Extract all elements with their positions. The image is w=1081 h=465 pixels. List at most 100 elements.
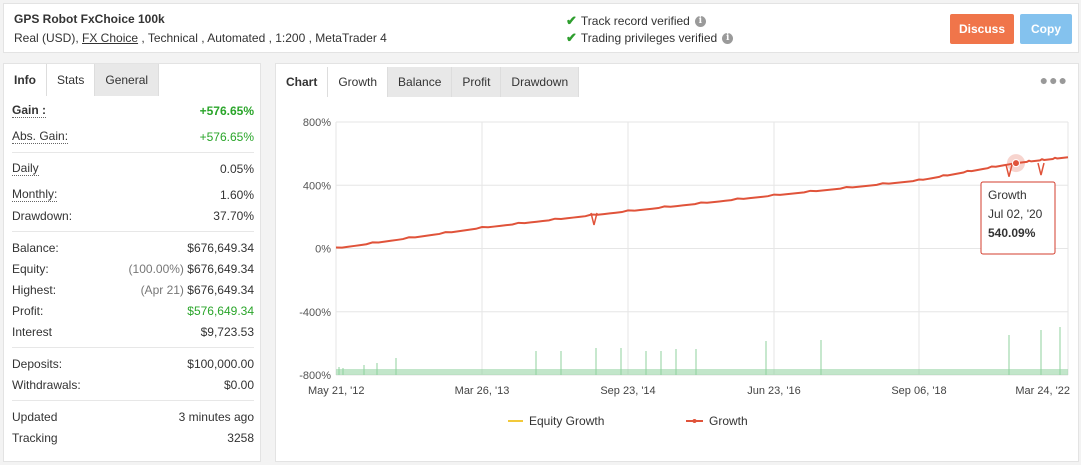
account-subtitle: Real (USD), FX Choice , Technical , Auto…: [14, 31, 387, 45]
trading-privileges-verified: ✔ Trading privileges verified i: [566, 30, 734, 46]
stat-drawdown: Drawdown: 37.70%: [12, 205, 254, 226]
stat-value: $576,649.34: [187, 303, 254, 318]
stat-label: Deposits:: [12, 356, 63, 371]
tab-chart[interactable]: Chart: [276, 67, 329, 97]
growth-line: [335, 156, 1069, 249]
stat-label: Withdrawals:: [12, 377, 81, 392]
x-tick-label: Mar 26, '13: [455, 385, 510, 397]
stat-label: Drawdown:: [12, 208, 73, 223]
stat-value: 3258: [227, 430, 254, 445]
x-tick-label: Sep 06, '18: [891, 385, 946, 397]
volume-strip: [336, 369, 1068, 375]
account-type: Real (USD),: [14, 31, 83, 45]
tab-balance[interactable]: Balance: [388, 67, 453, 97]
stat-value: $676,649.34: [187, 261, 254, 276]
stats-panel: Info Stats General Gain : +576.65% Abs. G…: [3, 63, 261, 462]
track-record-label: Track record verified: [580, 14, 690, 28]
stat-label: Equity:: [12, 261, 49, 276]
stat-profit: Profit: $576,649.34: [12, 300, 254, 321]
stat-label[interactable]: Gain :: [12, 102, 47, 118]
stat-deposits: Deposits: $100,000.00: [12, 353, 254, 374]
stat-value: $0.00: [223, 377, 254, 392]
stat-label: Profit:: [12, 303, 44, 318]
tooltip-point: [1012, 159, 1020, 168]
tooltip-date: Jul 02, '20: [988, 207, 1043, 221]
chart-panel: Chart Growth Balance Profit Drawdown ●●●…: [275, 63, 1079, 462]
chart-tabs: Chart Growth Balance Profit Drawdown: [276, 67, 580, 97]
broker-link[interactable]: FX Choice: [82, 31, 139, 45]
tab-info[interactable]: Info: [4, 64, 47, 96]
stat-label: Highest:: [12, 282, 57, 297]
stat-gain: Gain : +576.65%: [12, 100, 254, 121]
tab-stats[interactable]: Stats: [47, 64, 96, 96]
trading-privileges-label: Trading privileges verified: [580, 31, 718, 45]
growth-dip: [590, 212, 598, 226]
stat-value: 1.60%: [219, 187, 254, 202]
divider: [12, 347, 254, 348]
growth-chart: 800% 400% 0% -400% -800% May 21, '12 Mar 26, '…: [299, 117, 1070, 428]
tooltip-value: 540.09%: [988, 226, 1036, 240]
stat-value: +576.65%: [199, 129, 254, 144]
stat-value: $676,649.34: [187, 282, 254, 297]
stat-withdrawals: Withdrawals: $0.00: [12, 374, 254, 395]
growth-dip: [1037, 162, 1045, 176]
stat-label: Updated: [12, 409, 58, 424]
stat-monthly: Monthly: 1.60%: [12, 184, 254, 205]
tab-drawdown[interactable]: Drawdown: [501, 67, 580, 97]
stat-abs-gain: Abs. Gain: +576.65%: [12, 126, 254, 147]
tab-general[interactable]: General: [95, 64, 160, 96]
y-tick-label: 400%: [303, 180, 331, 192]
growth-dip: [1005, 164, 1013, 177]
account-details: , Technical , Automated , 1:200 , MetaTr…: [138, 31, 387, 45]
stat-equity: Equity: (100.00%) $676,649.34: [12, 258, 254, 279]
divider: [12, 231, 254, 232]
page-title: GPS Robot FxChoice 100k: [14, 12, 165, 26]
stat-interest: Interest $9,723.53: [12, 321, 254, 342]
stat-note: (Apr 21): [140, 282, 184, 297]
more-options-icon[interactable]: ●●●: [1039, 72, 1068, 88]
y-tick-label: -800%: [299, 370, 331, 382]
x-tick-label: May 21, '12: [308, 385, 365, 397]
stat-label: Interest: [12, 324, 53, 339]
y-tick-label: 0%: [315, 244, 331, 256]
left-tabs: Info Stats General: [4, 64, 160, 96]
stats-list: Gain : +576.65% Abs. Gain: +576.65% Daily 0…: [12, 100, 254, 448]
tab-growth[interactable]: Growth: [328, 67, 389, 97]
stat-label[interactable]: Daily: [12, 160, 39, 176]
stat-label[interactable]: Monthly:: [12, 186, 58, 202]
info-icon[interactable]: i: [694, 15, 706, 27]
stat-tracking: Tracking 3258: [12, 427, 254, 448]
stat-updated: Updated 3 minutes ago: [12, 406, 254, 427]
info-icon[interactable]: i: [722, 32, 734, 44]
legend-equity-label: Equity Growth: [529, 414, 604, 428]
stat-highest: Highest: (Apr 21) $676,649.34: [12, 279, 254, 300]
copy-button[interactable]: Copy: [1020, 14, 1072, 44]
stat-value: $100,000.00: [187, 356, 254, 371]
stat-value: $676,649.34: [187, 240, 254, 255]
stat-daily: Daily 0.05%: [12, 158, 254, 179]
stat-value: 0.05%: [219, 161, 254, 176]
stat-balance: Balance: $676,649.34: [12, 237, 254, 258]
track-record-verified: ✔ Track record verified i: [566, 13, 706, 29]
divider: [12, 152, 254, 153]
stat-label[interactable]: Abs. Gain:: [12, 128, 69, 144]
stat-value: 37.70%: [213, 208, 254, 223]
x-tick-label: Mar 24, '22: [1015, 385, 1070, 397]
divider: [12, 400, 254, 401]
stat-label: Balance:: [12, 240, 59, 255]
stat-value: $9,723.53: [200, 324, 254, 339]
header: GPS Robot FxChoice 100k Real (USD), FX C…: [3, 3, 1079, 53]
stat-note: (100.00%): [128, 261, 184, 276]
stat-value: 3 minutes ago: [178, 409, 254, 424]
legend-growth-label: Growth: [709, 414, 748, 428]
check-icon: ✔: [566, 30, 577, 45]
y-tick-label: 800%: [303, 117, 331, 129]
discuss-button[interactable]: Discuss: [950, 14, 1014, 44]
legend-growth-marker: [692, 419, 697, 423]
tooltip-title: Growth: [988, 188, 1027, 202]
x-tick-label: Jun 23, '16: [747, 385, 800, 397]
x-tick-label: Sep 23, '14: [600, 385, 655, 397]
tab-profit[interactable]: Profit: [452, 67, 502, 97]
tooltip-box: [980, 181, 1056, 255]
stat-value: +576.65%: [199, 103, 254, 118]
